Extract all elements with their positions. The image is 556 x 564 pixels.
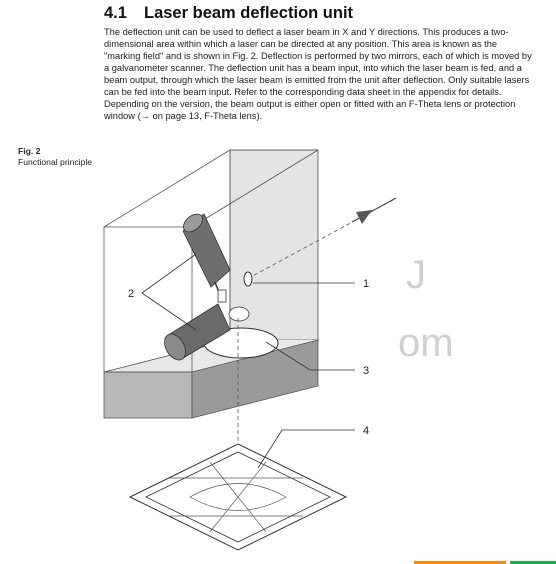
section-heading: 4.1 Laser beam deflection unit (104, 4, 353, 23)
callout-4: 4 (363, 425, 369, 437)
callout-3: 3 (363, 365, 369, 377)
mirror-lower (228, 306, 250, 322)
marking-field (128, 443, 348, 551)
laser-beam-input (246, 197, 397, 280)
galvo-scanner-y (182, 213, 231, 303)
beam-input-aperture (243, 271, 253, 287)
callout-1: 1 (363, 278, 369, 290)
figure-label: Fig. 2 Functional principle (18, 146, 92, 168)
footer-accent-green (510, 561, 556, 564)
figure-caption: Functional principle (18, 157, 93, 167)
figure-number: Fig. 2 (18, 146, 41, 156)
watermark-glyph-top: J (406, 253, 426, 297)
watermark-glyph-bottom: om (398, 321, 454, 365)
mirror-upper (217, 289, 227, 303)
callout-leaders (141, 253, 355, 469)
footer-accent-orange (414, 561, 506, 564)
section-number: 4.1 (104, 4, 127, 22)
callout-2: 2 (128, 288, 134, 300)
section-title: Laser beam deflection unit (144, 4, 354, 22)
galvo-scanner-x (164, 303, 250, 361)
body-paragraph: The deflection unit can be used to defle… (104, 27, 532, 121)
